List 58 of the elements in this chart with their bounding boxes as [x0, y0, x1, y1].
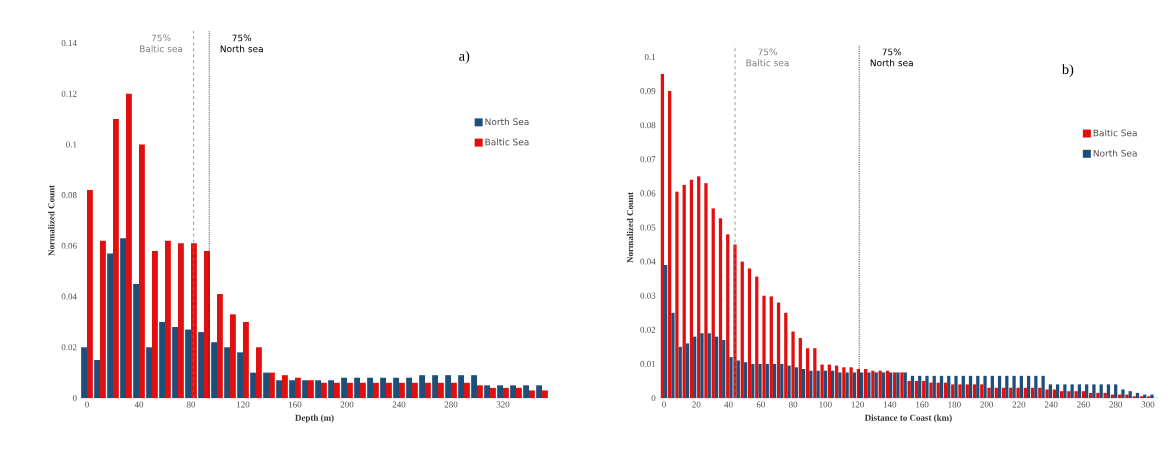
- y-tick-label: 0.06: [640, 190, 656, 197]
- y-tick-label: 0.01: [640, 360, 656, 367]
- y-tick-label: 0.04: [640, 258, 656, 265]
- y-axis-title: Normalized Count: [48, 185, 55, 256]
- chart-title: b): [1061, 64, 1074, 78]
- ref-line-label: 75% Baltic sea: [140, 34, 183, 53]
- x-tick-label: 80: [186, 401, 196, 408]
- x-tick-label: 120: [851, 401, 864, 408]
- x-tick-label: 280: [1109, 401, 1123, 408]
- x-tick-label: 240: [392, 401, 406, 408]
- y-tick-label: 0.02: [61, 344, 77, 351]
- x-tick-label: 200: [980, 401, 994, 408]
- y-tick-label: 0.07: [640, 156, 656, 163]
- y-tick-label: 0.02: [640, 326, 656, 333]
- legend-label: North Sea: [485, 118, 529, 126]
- legend-label: North Sea: [1093, 149, 1137, 157]
- ref-line-label: 75% North sea: [220, 34, 263, 53]
- y-tick-label: 0.08: [61, 192, 77, 199]
- y-tick-label: 0.14: [61, 39, 77, 47]
- ref-line-label: 75% Baltic sea: [746, 48, 789, 67]
- y-tick-label: 0: [651, 394, 656, 402]
- x-tick-label: 160: [916, 401, 929, 408]
- y-tick-label: 0.06: [61, 242, 77, 249]
- y-tick-label: 0.03: [640, 292, 656, 299]
- y-tick-label: 0.1: [66, 141, 77, 148]
- y-tick-label: 0.08: [640, 122, 656, 129]
- y-tick-label: 0: [72, 394, 77, 402]
- legend-label: Baltic Sea: [485, 138, 529, 146]
- y-tick-label: 0.1: [644, 53, 656, 61]
- x-tick-label: 260: [1077, 401, 1090, 408]
- x-tick-label: 180: [948, 401, 961, 408]
- x-tick-label: 80: [788, 401, 798, 408]
- x-tick-label: 40: [724, 401, 733, 408]
- x-axis-title: Distance to Coast (km): [864, 414, 952, 423]
- x-tick-label: 60: [756, 401, 765, 408]
- ref-line-label: 75% North sea: [870, 48, 913, 67]
- x-tick-label: 100: [819, 401, 832, 408]
- x-tick-label: 300: [1141, 401, 1155, 408]
- y-tick-label: 0.12: [61, 90, 77, 97]
- x-tick-label: 200: [340, 401, 354, 408]
- x-tick-label: 40: [134, 401, 144, 408]
- x-tick-label: 240: [1044, 401, 1058, 408]
- x-tick-label: 20: [692, 401, 701, 408]
- y-axis-title: Normalized Count: [626, 192, 634, 263]
- x-tick-label: 0: [662, 401, 666, 408]
- y-tick-label: 0.09: [640, 88, 656, 95]
- legend-label: Baltic Sea: [1093, 129, 1137, 137]
- x-tick-label: 120: [237, 401, 250, 408]
- x-tick-label: 140: [883, 401, 897, 408]
- x-tick-label: 280: [444, 401, 458, 408]
- x-tick-label: 160: [289, 401, 302, 408]
- chart-title: a): [459, 50, 470, 64]
- y-tick-label: 0.04: [61, 293, 77, 300]
- y-tick-label: 0.05: [640, 224, 656, 231]
- x-tick-label: 220: [1012, 401, 1026, 408]
- x-tick-label: 0: [85, 401, 89, 408]
- x-tick-label: 320: [496, 401, 510, 408]
- x-axis-title: Depth (m): [295, 414, 334, 423]
